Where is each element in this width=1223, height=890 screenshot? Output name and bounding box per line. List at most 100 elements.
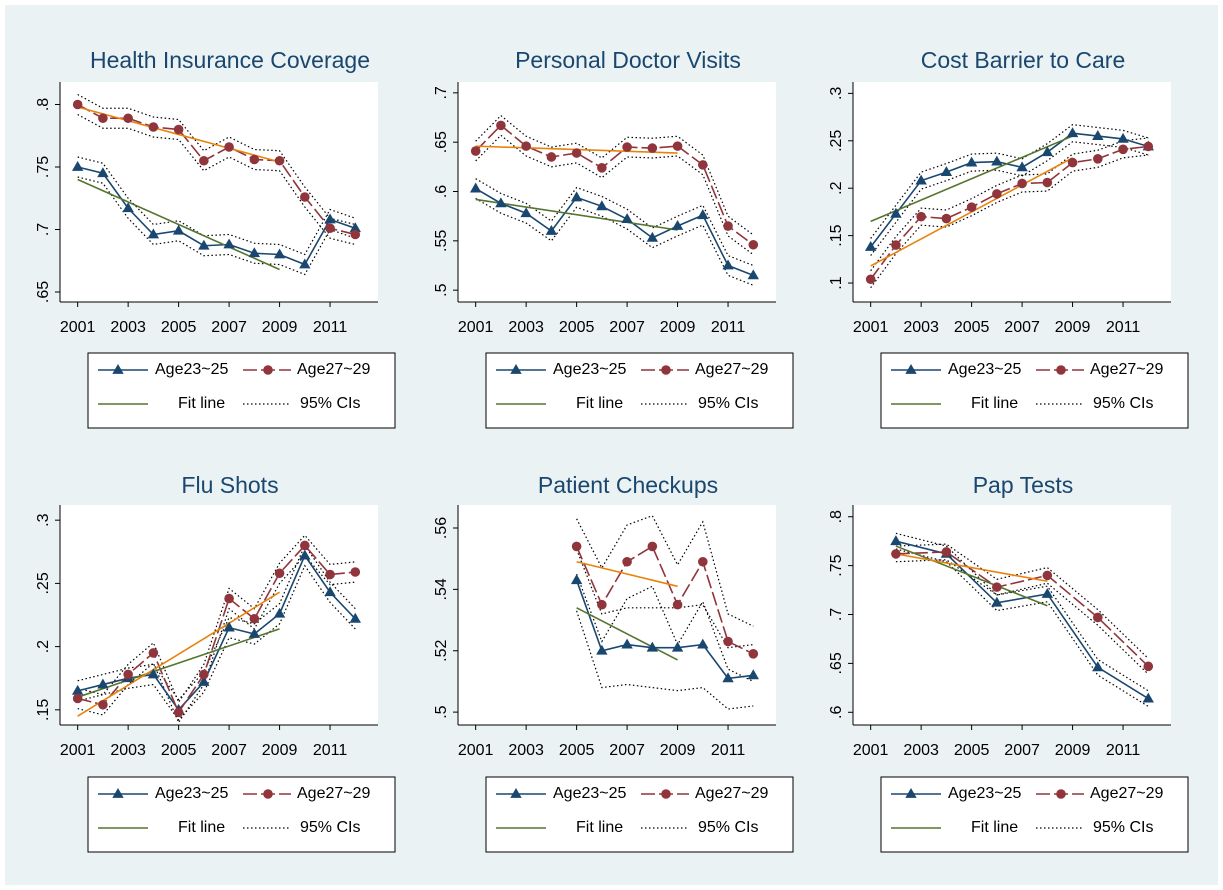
marker [97,167,109,178]
legend-box [485,352,794,429]
marker [470,146,481,156]
y-tick-label: .7 [828,608,845,621]
y-tick-label: .8 [828,510,845,523]
x-tick-label: 2011 [313,742,348,759]
x-tick-label: 2009 [660,319,696,336]
legend-marker [510,788,522,798]
x-tick-label: 2007 [609,319,645,336]
marker [621,638,633,649]
fit-line [576,607,678,661]
x-tick-label: 2007 [1004,742,1040,759]
y-tick-label: .5 [433,705,450,718]
marker [248,247,261,258]
legend-label: 95% CIs [698,395,758,412]
y-tick-label: .2 [828,181,845,194]
x-tick-label: 2011 [1106,742,1141,759]
marker [198,239,210,250]
ci-line [895,548,1149,707]
marker [1016,161,1028,172]
x-tick-label: 2001 [458,319,494,336]
marker [992,189,1002,199]
marker [148,122,159,132]
marker [349,612,361,623]
legend-label: Age23~25 [155,361,229,378]
legend-marker [661,365,671,375]
marker [173,124,184,135]
marker [596,200,608,211]
ci-line [895,543,1149,659]
x-tick-label: 2001 [60,319,96,336]
marker [748,239,759,250]
marker [940,166,953,176]
x-tick-label: 2005 [559,742,595,759]
marker [273,607,286,618]
marker [172,224,185,235]
marker [992,582,1002,592]
marker [148,648,159,658]
ci-line [77,534,356,704]
ci-line [475,134,754,256]
legend-label: Age27~29 [1090,785,1164,802]
legend-box [880,776,1189,853]
y-tick-label: .15 [828,224,845,246]
legend-marker [1056,789,1066,799]
marker [224,142,234,152]
marker [697,638,709,649]
y-tick-label: .5 [433,283,450,296]
legend-label: Fit line [576,819,623,836]
series-line [475,124,754,246]
panel-title: Flu Shots [181,472,278,498]
marker [98,113,108,124]
marker [224,593,234,604]
legend-marker [112,788,124,798]
marker [1118,144,1128,155]
x-tick-label: 2005 [161,319,197,336]
y-tick-label: .3 [35,513,52,526]
x-tick-label: 2009 [262,742,298,759]
x-tick-label: 2011 [711,319,746,336]
plot-area [458,505,776,725]
x-tick-label: 2003 [110,319,146,336]
x-tick-label: 2009 [262,319,298,336]
x-tick-label: 2011 [711,742,746,759]
marker [622,142,632,152]
marker [223,238,235,249]
marker [890,535,902,546]
y-tick-label: .75 [828,554,845,576]
legend-marker [112,364,124,374]
x-tick-label: 2001 [853,742,889,759]
x-tick-label: 2007 [211,742,247,759]
legend-label: Age27~29 [297,785,371,802]
marker [891,240,901,250]
marker [495,197,507,208]
marker [1142,692,1154,703]
plot-area [60,505,378,725]
legend-box [880,352,1189,429]
marker [597,163,607,173]
x-tick-label: 2005 [559,319,595,336]
marker [1093,612,1103,623]
y-tick-label: .8 [35,98,52,111]
marker [1092,661,1104,672]
ci-line [475,197,754,286]
marker [723,221,733,231]
marker [671,220,684,230]
legend-marker [1056,365,1066,375]
x-tick-label: 2005 [954,742,990,759]
marker [173,707,184,718]
legend-label: Age23~25 [553,785,627,802]
marker [621,213,633,224]
marker [299,258,311,269]
legend-box [87,776,396,853]
marker [147,228,160,239]
marker [147,668,160,679]
plot-area [853,505,1171,725]
legend-label: Age27~29 [695,785,769,802]
ci-line [475,178,754,267]
marker [671,641,684,652]
legend-label: 95% CIs [1093,819,1153,836]
marker [747,669,759,680]
legend-box [87,352,396,429]
legend-box [485,776,794,853]
